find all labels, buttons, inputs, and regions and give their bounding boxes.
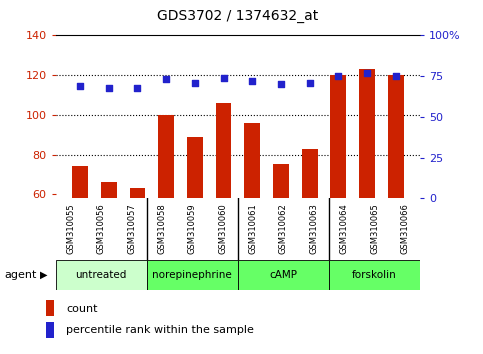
FancyBboxPatch shape: [56, 260, 147, 290]
Bar: [46, 321, 54, 338]
Bar: [330, 75, 346, 198]
Text: GDS3702 / 1374632_at: GDS3702 / 1374632_at: [157, 9, 318, 23]
Bar: [215, 103, 231, 198]
Text: GSM310056: GSM310056: [97, 203, 106, 254]
Text: cAMP: cAMP: [270, 270, 298, 280]
Text: percentile rank within the sample: percentile rank within the sample: [66, 325, 254, 335]
Text: GSM310055: GSM310055: [66, 203, 75, 254]
Bar: [187, 137, 203, 198]
Point: [191, 80, 199, 85]
Point: [306, 80, 313, 85]
Text: GSM310058: GSM310058: [157, 203, 167, 254]
Text: norepinephrine: norepinephrine: [153, 270, 232, 280]
Text: GSM310062: GSM310062: [279, 203, 288, 254]
Bar: [359, 69, 375, 198]
Bar: [72, 166, 88, 198]
Point: [162, 76, 170, 82]
Point: [220, 75, 227, 81]
Bar: [302, 149, 317, 198]
Text: GSM310066: GSM310066: [400, 203, 410, 254]
Point: [105, 85, 113, 90]
Point: [248, 78, 256, 84]
Text: GSM310064: GSM310064: [340, 203, 349, 254]
Bar: [273, 165, 289, 198]
Bar: [244, 123, 260, 198]
Bar: [101, 182, 116, 198]
FancyBboxPatch shape: [147, 260, 238, 290]
Point: [334, 73, 342, 79]
Bar: [158, 115, 174, 198]
Bar: [46, 300, 54, 316]
Point: [76, 83, 84, 89]
Text: GSM310059: GSM310059: [188, 203, 197, 254]
Text: GSM310063: GSM310063: [309, 203, 318, 254]
Text: GSM310065: GSM310065: [370, 203, 379, 254]
Point: [134, 85, 142, 90]
Text: ▶: ▶: [40, 270, 48, 280]
FancyBboxPatch shape: [238, 260, 329, 290]
Text: GSM310061: GSM310061: [249, 203, 257, 254]
Text: GSM310057: GSM310057: [127, 203, 136, 254]
Text: count: count: [66, 304, 98, 314]
Text: GSM310060: GSM310060: [218, 203, 227, 254]
Point: [392, 73, 399, 79]
Text: agent: agent: [5, 270, 37, 280]
Text: untreated: untreated: [75, 270, 127, 280]
Point: [277, 81, 285, 87]
Text: forskolin: forskolin: [352, 270, 397, 280]
Point: [363, 70, 371, 76]
Bar: [388, 75, 404, 198]
FancyBboxPatch shape: [329, 260, 420, 290]
Bar: [129, 188, 145, 198]
